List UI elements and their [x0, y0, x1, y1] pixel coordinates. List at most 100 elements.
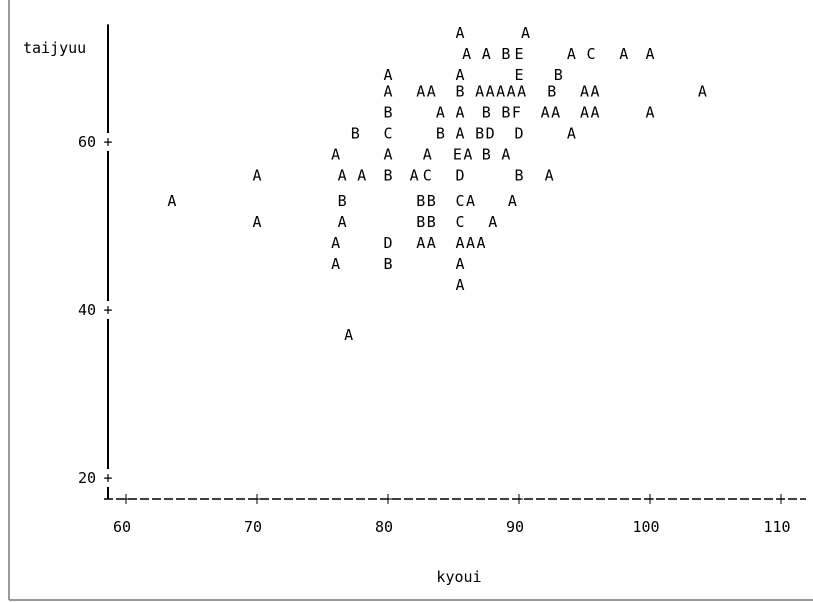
y-tick-label: 40	[78, 301, 96, 319]
y-tick-mark: +	[103, 301, 112, 319]
data-point: A	[416, 83, 425, 101]
data-point: B	[501, 45, 510, 63]
data-point: A	[567, 45, 576, 63]
data-point: A	[331, 234, 340, 252]
data-point: B	[514, 167, 523, 185]
x-tick-label: 80	[375, 518, 393, 536]
data-point: B	[383, 255, 392, 273]
data-point: A	[645, 104, 654, 122]
x-axis-label: kyoui	[436, 568, 481, 586]
data-point: A	[456, 104, 465, 122]
data-point: B	[427, 192, 436, 210]
data-point: B	[547, 83, 556, 101]
data-point: B	[338, 192, 347, 210]
data-point: C	[383, 125, 392, 143]
data-point: A	[590, 83, 599, 101]
data-point: B	[554, 66, 563, 84]
data-point: A	[507, 83, 516, 101]
y-axis-label: taijyuu	[23, 39, 86, 57]
data-point: A	[456, 255, 465, 273]
data-point: B	[351, 125, 360, 143]
data-point: B	[501, 104, 510, 122]
data-point: C	[587, 45, 596, 63]
data-point: A	[344, 326, 353, 344]
data-point: A	[488, 213, 497, 231]
y-tick-label: 20	[78, 469, 96, 487]
data-point: E	[514, 66, 523, 84]
y-tick-mark: +	[103, 469, 112, 487]
data-point: A	[466, 234, 475, 252]
data-point: A	[456, 276, 465, 294]
data-point: A	[357, 167, 366, 185]
data-point: A	[551, 104, 560, 122]
data-point: A	[331, 146, 340, 164]
data-point: B	[456, 83, 465, 101]
data-point: A	[501, 146, 510, 164]
data-point: A	[456, 234, 465, 252]
data-point: A	[541, 104, 550, 122]
data-point: B	[427, 213, 436, 231]
data-point: A	[496, 83, 505, 101]
data-point: A	[423, 146, 432, 164]
data-point: A	[167, 192, 176, 210]
data-point: C	[423, 167, 432, 185]
data-point: E	[453, 146, 462, 164]
data-point: A	[416, 234, 425, 252]
data-point: B	[383, 104, 392, 122]
data-point: A	[436, 104, 445, 122]
data-point: A	[482, 45, 491, 63]
x-tick-label: 70	[244, 518, 262, 536]
data-point: A	[383, 83, 392, 101]
data-point: E	[514, 45, 523, 63]
data-point: A	[252, 167, 261, 185]
plot-frame	[8, 0, 813, 601]
data-point: A	[338, 213, 347, 231]
data-point: A	[466, 192, 475, 210]
y-tick-label: 60	[78, 133, 96, 151]
data-point: B	[475, 125, 484, 143]
data-point: A	[456, 66, 465, 84]
data-point: B	[383, 167, 392, 185]
data-point: A	[456, 125, 465, 143]
data-point: A	[331, 255, 340, 273]
data-point: A	[508, 192, 517, 210]
data-point: A	[427, 234, 436, 252]
data-point: A	[645, 45, 654, 63]
x-axis: 60 70 80 90 100 110	[104, 494, 806, 536]
data-point: A	[252, 213, 261, 231]
data-point: A	[338, 167, 347, 185]
data-point: B	[482, 104, 491, 122]
data-point: D	[486, 125, 495, 143]
data-point: D	[456, 167, 465, 185]
data-point: C	[456, 192, 465, 210]
data-point: D	[514, 125, 523, 143]
data-point: A	[517, 83, 526, 101]
data-point: A	[580, 104, 589, 122]
x-tick-label: 110	[763, 518, 790, 536]
data-point: D	[383, 234, 392, 252]
data-point: A	[486, 83, 495, 101]
data-point: A	[545, 167, 554, 185]
data-point: A	[456, 24, 465, 42]
data-point: A	[462, 45, 471, 63]
data-point: A	[476, 234, 485, 252]
data-points: A AA A B E A C A AA A E BA A A B A A A A A B A A AB A A B B F A A A A AB C…	[167, 24, 707, 344]
data-point: A	[619, 45, 628, 63]
data-point: C	[456, 213, 465, 231]
y-tick-mark: +	[103, 133, 112, 151]
data-point: A	[590, 104, 599, 122]
x-tick-label: 60	[113, 518, 131, 536]
y-axis: +20 +40 +60	[78, 24, 113, 499]
x-tick-label: 90	[506, 518, 524, 536]
data-point: A	[427, 83, 436, 101]
x-tick-label: 100	[632, 518, 659, 536]
data-point: A	[580, 83, 589, 101]
data-point: A	[410, 167, 419, 185]
data-point: B	[436, 125, 445, 143]
data-point: A	[698, 83, 707, 101]
data-point: B	[416, 213, 425, 231]
data-point: A	[521, 24, 530, 42]
data-point: A	[475, 83, 484, 101]
data-point: A	[463, 146, 472, 164]
